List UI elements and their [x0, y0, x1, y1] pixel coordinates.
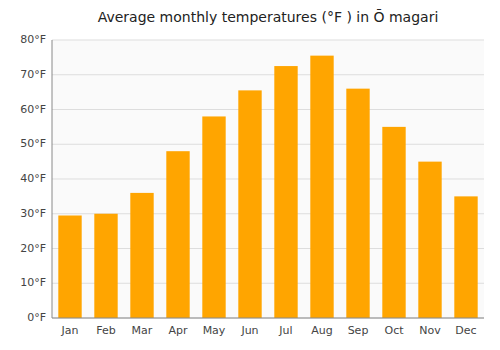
x-tick-label: Mar [132, 324, 153, 337]
bar [94, 214, 117, 318]
x-tick-label: Dec [455, 324, 476, 337]
bar [202, 116, 225, 318]
chart-container: 0°F 10°F 20°F 30°F 40°F 50°F 60°F 70°F 80°F Jan Fe… [0, 0, 500, 350]
y-tick-label: 20°F [20, 242, 46, 255]
plot-background [52, 40, 484, 318]
bar [238, 90, 261, 318]
y-tick-label: 30°F [20, 207, 46, 220]
grid-line [52, 74, 484, 75]
bar [58, 215, 81, 318]
y-tick-labels: 0°F 10°F 20°F 30°F 40°F 50°F 60°F 70°F 80°F [20, 33, 46, 324]
bar [418, 162, 441, 318]
bar [166, 151, 189, 318]
x-tick-label: Aug [311, 324, 332, 337]
chart: 0°F 10°F 20°F 30°F 40°F 50°F 60°F 70°F 80°F Jan Fe… [0, 0, 500, 350]
x-tick-label: Oct [384, 324, 404, 337]
x-tick-label: Jul [278, 324, 292, 337]
bar [454, 196, 477, 318]
bars [58, 56, 477, 318]
bar [274, 66, 297, 318]
y-tick-label: 0°F [27, 311, 46, 324]
bar [130, 193, 153, 318]
x-axis-line [52, 318, 484, 319]
grid-line [52, 144, 484, 145]
x-tick-label: Feb [96, 324, 115, 337]
y-tick-label: 80°F [20, 33, 46, 46]
x-tick-label: May [203, 324, 226, 337]
bar [346, 89, 369, 318]
y-tick-label: 60°F [20, 103, 46, 116]
x-tick-label: Sep [348, 324, 369, 337]
title: Average monthly temperatures (°F ) in Ō … [98, 9, 439, 25]
y-grid [52, 40, 484, 318]
y-axis-line [52, 40, 53, 318]
x-tick-label: Nov [419, 324, 441, 337]
x-tick-labels: Jan Feb Mar Apr May Jun Jul Aug Sep Oct Nov Dec [61, 324, 477, 337]
grid-line [52, 318, 484, 319]
x-tick-label: Jun [240, 324, 258, 337]
y-tick-label: 50°F [20, 137, 46, 150]
y-tick-label: 40°F [20, 172, 46, 185]
bar [382, 127, 405, 318]
bar [310, 56, 333, 318]
grid-line [52, 40, 484, 41]
y-tick-label: 70°F [20, 68, 46, 81]
x-tick-label: Jan [61, 324, 79, 337]
x-tick-label: Apr [168, 324, 188, 337]
y-tick-label: 10°F [20, 276, 46, 289]
grid-line [52, 109, 484, 110]
